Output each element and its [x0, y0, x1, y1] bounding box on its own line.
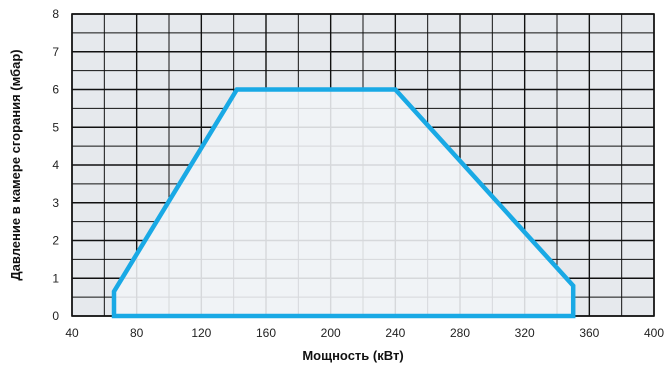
- y-tick-label: 8: [52, 7, 59, 21]
- y-tick-labels: 0 1 2 3 4 5 6 7 8: [52, 7, 59, 323]
- x-tick-label: 320: [515, 326, 535, 340]
- envelope-area-0: [111, 87, 576, 319]
- y-tick-label: 5: [52, 120, 59, 134]
- x-tick-label: 240: [385, 326, 405, 340]
- x-tick-label: 200: [321, 326, 341, 340]
- x-tick-label: 160: [256, 326, 276, 340]
- x-tick-label: 40: [65, 326, 79, 340]
- x-tick-label: 120: [191, 326, 211, 340]
- x-tick-label: 400: [644, 326, 664, 340]
- y-tick-label: 0: [52, 309, 59, 323]
- y-tick-label: 7: [52, 45, 59, 59]
- series-layer: [111, 87, 576, 319]
- y-tick-label: 2: [52, 234, 59, 248]
- y-tick-label: 4: [52, 158, 59, 172]
- x-tick-label: 280: [450, 326, 470, 340]
- y-tick-label: 6: [52, 83, 59, 97]
- y-tick-label: 1: [52, 271, 59, 285]
- y-tick-label: 3: [52, 196, 59, 210]
- y-axis-title: Давление в камере сгорания (мбар): [8, 49, 23, 280]
- x-tick-label: 360: [579, 326, 599, 340]
- x-tick-label: 80: [130, 326, 144, 340]
- x-tick-labels: 40 80 120 160 200 240 280 320 360 400: [65, 326, 664, 340]
- x-axis-title: Мощность (кВт): [302, 348, 403, 363]
